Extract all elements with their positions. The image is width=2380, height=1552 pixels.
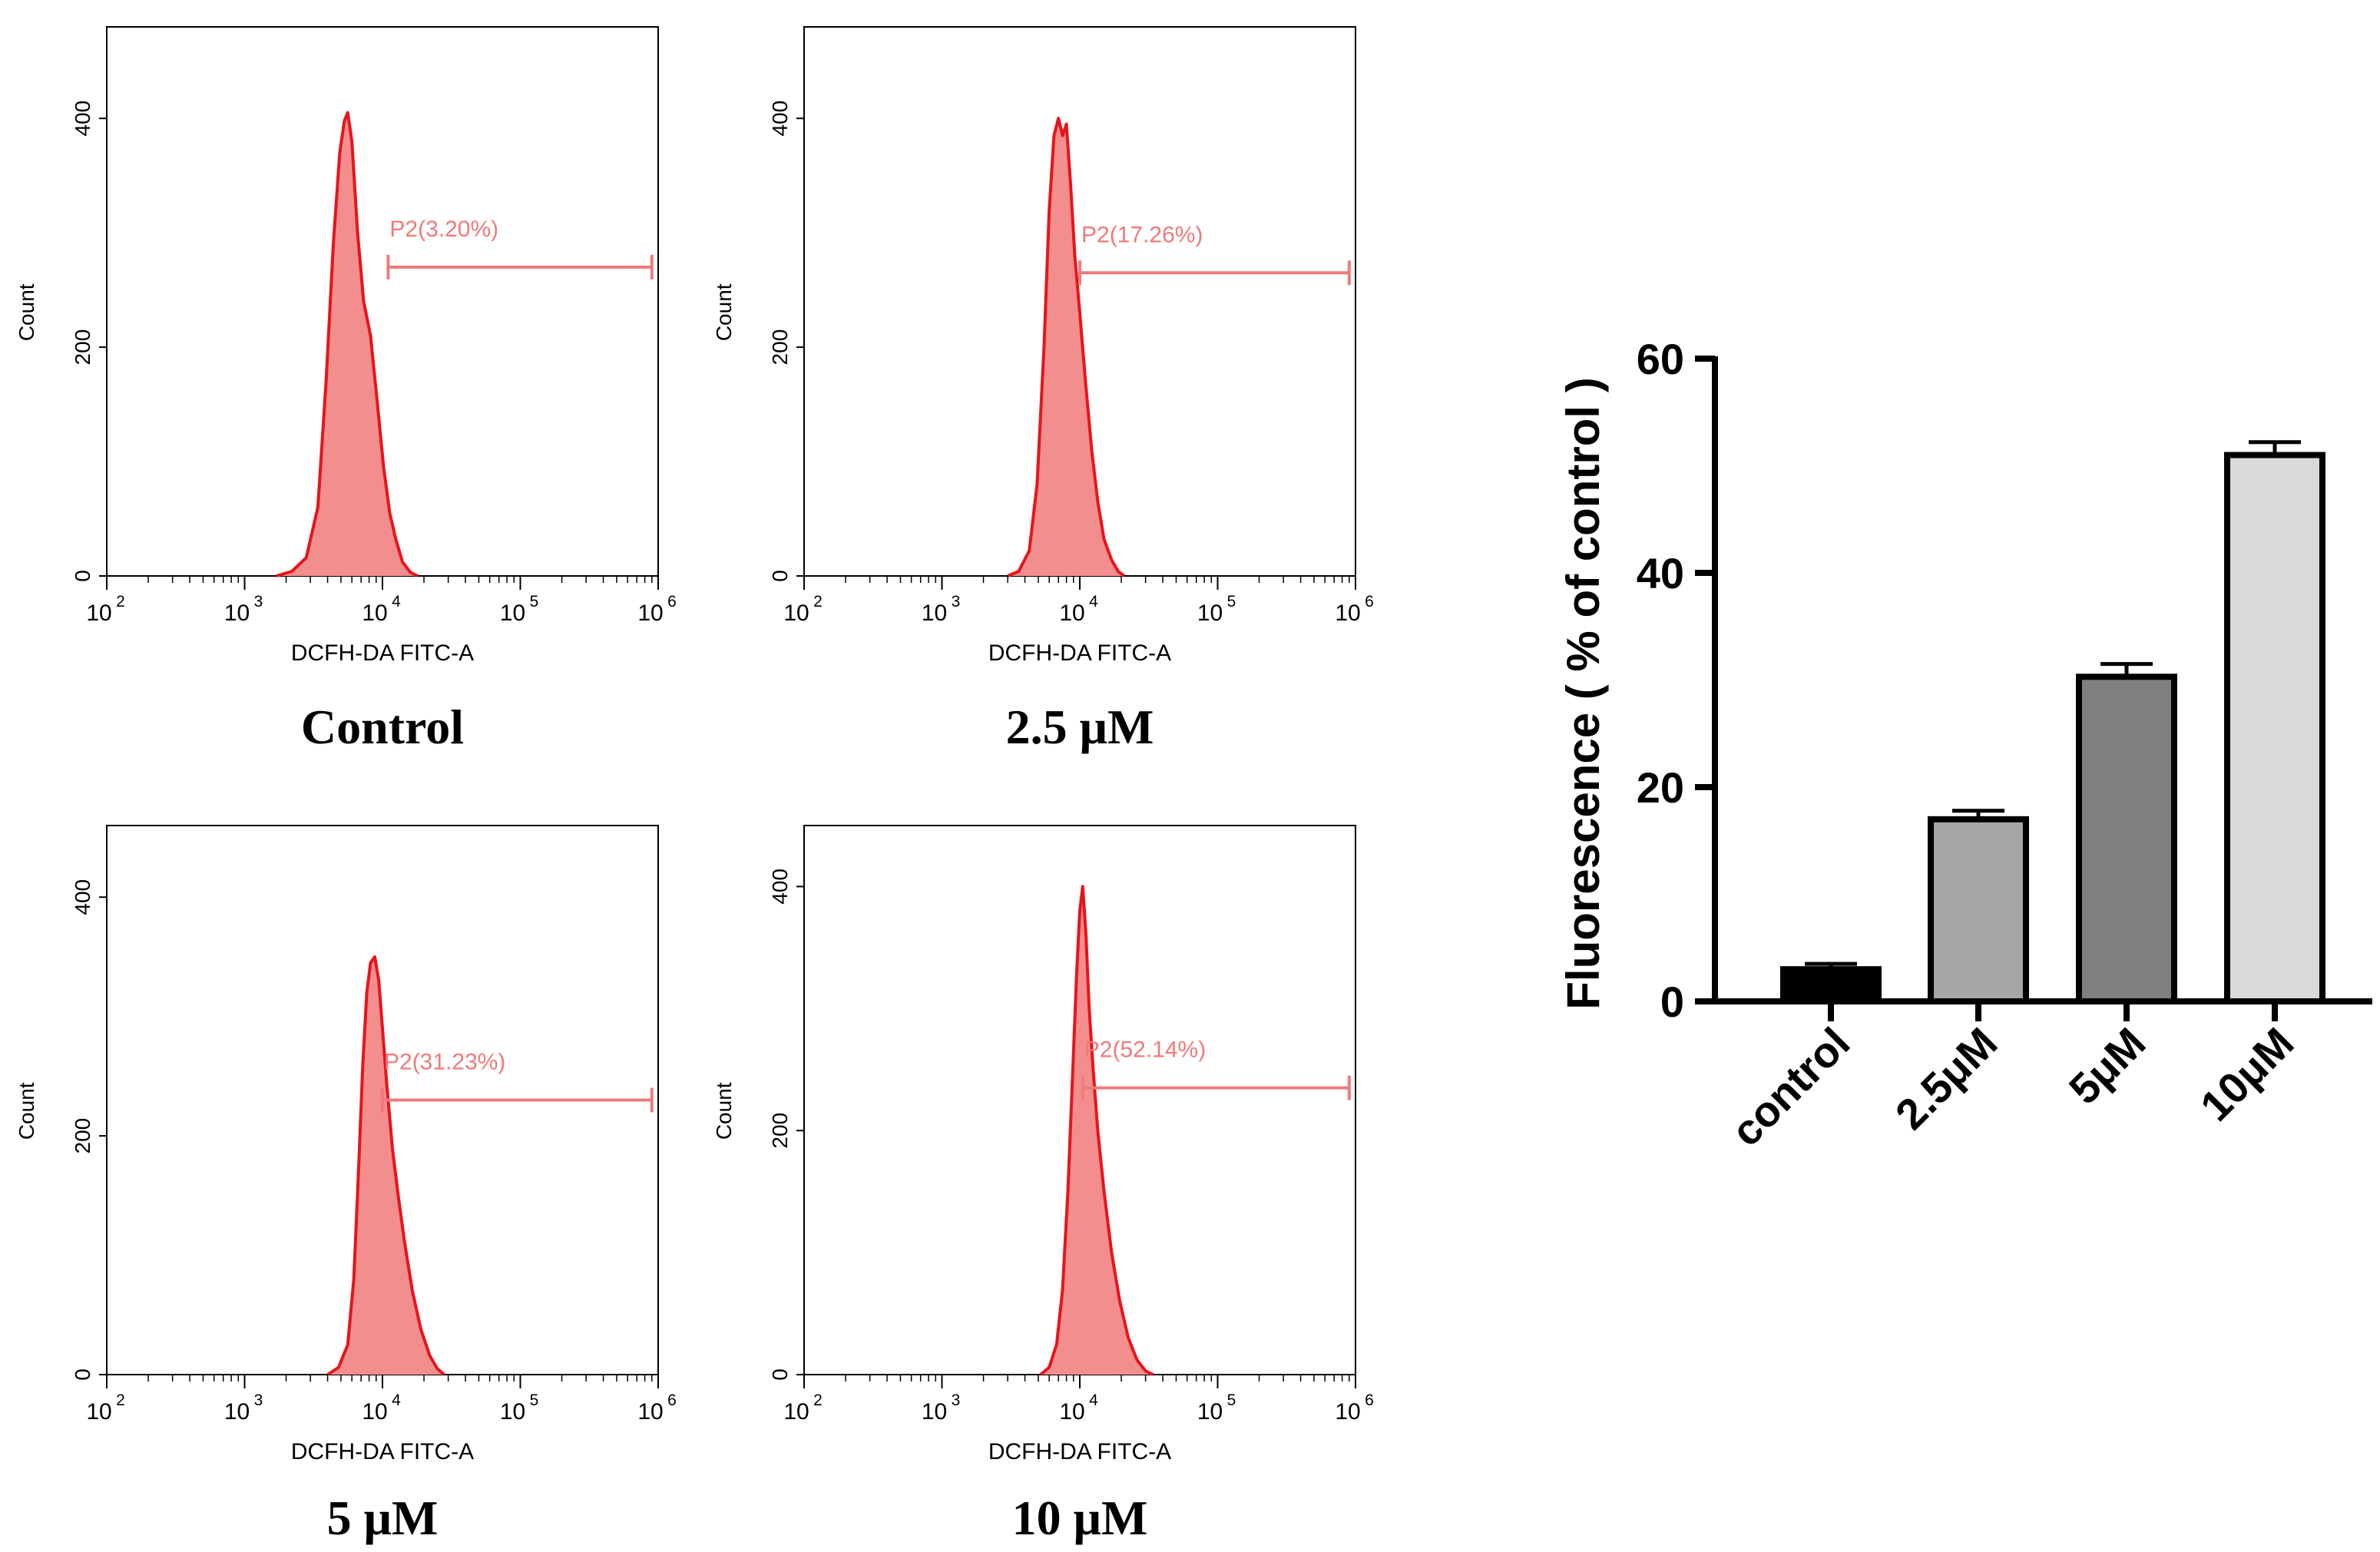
x-tick-label: 10 <box>1335 1399 1360 1425</box>
x-tick-label: 10 <box>224 1399 250 1425</box>
x-axis-title: DCFH-DA FITC-A <box>291 1439 474 1464</box>
y-tick-label: 200 <box>768 1113 792 1149</box>
bar-y-axis-title: Fluorescence ( % of control ) <box>1557 377 1609 1009</box>
x-tick-exponent: 2 <box>116 593 125 611</box>
bar-category-label: control <box>1722 1018 1859 1156</box>
x-tick-exponent: 5 <box>1227 1392 1236 1409</box>
x-tick-label: 10 <box>500 601 525 626</box>
histogram-fill <box>276 112 418 576</box>
x-tick-label: 10 <box>86 601 111 626</box>
x-tick-exponent: 2 <box>813 593 823 611</box>
x-tick-label: 10 <box>637 601 663 626</box>
x-tick-exponent: 3 <box>952 593 961 611</box>
x-tick-exponent: 5 <box>530 593 539 611</box>
y-tick-label: 400 <box>768 101 792 137</box>
y-tick-label: 200 <box>71 329 94 366</box>
histogram-outline <box>276 111 419 577</box>
x-tick-label: 10 <box>637 1399 663 1425</box>
x-tick-label: 10 <box>1059 1399 1084 1425</box>
x-tick-exponent: 2 <box>813 1392 823 1409</box>
x-tick-label: 10 <box>362 601 387 626</box>
x-tick-label: 10 <box>500 1399 525 1425</box>
panel-caption: 5 μM <box>327 1491 439 1545</box>
y-tick-label: 0 <box>71 1368 94 1381</box>
x-tick-label: 10 <box>362 1399 387 1425</box>
x-axis-title: DCFH-DA FITC-A <box>988 640 1171 666</box>
histogram-outline <box>326 955 445 1376</box>
bar-3 <box>2076 673 2177 1004</box>
x-tick-exponent: 4 <box>1089 1392 1098 1409</box>
y-tick-label: 200 <box>768 329 792 366</box>
x-tick-exponent: 5 <box>530 1392 539 1409</box>
x-tick-exponent: 4 <box>392 593 401 611</box>
bar-y-tick-label: 40 <box>1637 549 1684 597</box>
histogram-fill <box>327 957 445 1375</box>
x-tick-label: 10 <box>224 601 250 626</box>
bar-2 <box>1928 816 2029 1004</box>
gate-label: P2(17.26%) <box>1081 222 1203 247</box>
x-tick-label: 10 <box>1335 601 1360 626</box>
x-tick-exponent: 6 <box>667 593 677 611</box>
x-axis-title: DCFH-DA FITC-A <box>988 1439 1171 1464</box>
y-tick-label: 400 <box>71 101 94 137</box>
y-axis-title: Count <box>15 283 38 341</box>
y-tick-label: 0 <box>71 570 94 582</box>
bar-y-tick-label: 20 <box>1637 763 1684 812</box>
bar-y-tick-label: 0 <box>1660 978 1684 1026</box>
bar-4 <box>2224 452 2325 1004</box>
y-axis-title: Count <box>712 1082 736 1140</box>
bar-1 <box>1780 966 1882 1005</box>
x-tick-label: 10 <box>1197 601 1223 626</box>
y-tick-label: 400 <box>768 869 792 905</box>
histogram-outline <box>1039 885 1154 1376</box>
x-tick-label: 10 <box>783 1399 809 1425</box>
gate-label: P2(3.20%) <box>389 217 498 242</box>
bar-category-label: 5μM <box>2060 1018 2155 1114</box>
x-tick-label: 10 <box>86 1399 111 1425</box>
x-tick-label: 10 <box>922 601 947 626</box>
y-tick-label: 400 <box>71 879 94 915</box>
bar-chart: 0 20 40 60 Fluorescence ( % of control ) cont… <box>1557 335 2372 1156</box>
y-tick-label: 0 <box>768 1368 792 1381</box>
x-tick-label: 10 <box>922 1399 947 1425</box>
histogram-outline <box>1007 117 1126 577</box>
bar-category-label: 2.5μM <box>1886 1018 2007 1139</box>
x-tick-exponent: 6 <box>1365 593 1374 611</box>
x-tick-label: 10 <box>1197 1399 1223 1425</box>
x-tick-exponent: 3 <box>952 1392 961 1409</box>
y-axis-title: Count <box>712 283 736 341</box>
bar-y-tick-label: 60 <box>1637 335 1684 383</box>
x-tick-exponent: 6 <box>1365 1392 1374 1409</box>
gate-label: P2(31.23%) <box>384 1050 505 1075</box>
x-tick-label: 10 <box>1059 601 1084 626</box>
x-tick-exponent: 5 <box>1227 593 1236 611</box>
y-tick-label: 200 <box>71 1118 94 1154</box>
x-tick-exponent: 2 <box>116 1392 125 1409</box>
x-tick-exponent: 3 <box>254 593 263 611</box>
x-tick-exponent: 4 <box>392 1392 401 1409</box>
panel-caption: Control <box>301 700 464 754</box>
gate-label: P2(52.14%) <box>1084 1037 1206 1063</box>
panel-caption: 2.5 μM <box>1006 700 1154 754</box>
x-tick-exponent: 6 <box>667 1392 677 1409</box>
x-axis-title: DCFH-DA FITC-A <box>291 640 474 666</box>
x-tick-label: 10 <box>783 601 809 626</box>
y-tick-label: 0 <box>768 570 792 582</box>
x-tick-exponent: 4 <box>1089 593 1098 611</box>
panel-caption: 10 μM <box>1012 1491 1148 1545</box>
x-tick-exponent: 3 <box>254 1392 263 1409</box>
y-axis-title: Count <box>15 1082 38 1140</box>
bar-category-label: 10μM <box>2191 1018 2303 1130</box>
histogram-fill <box>1008 118 1124 576</box>
